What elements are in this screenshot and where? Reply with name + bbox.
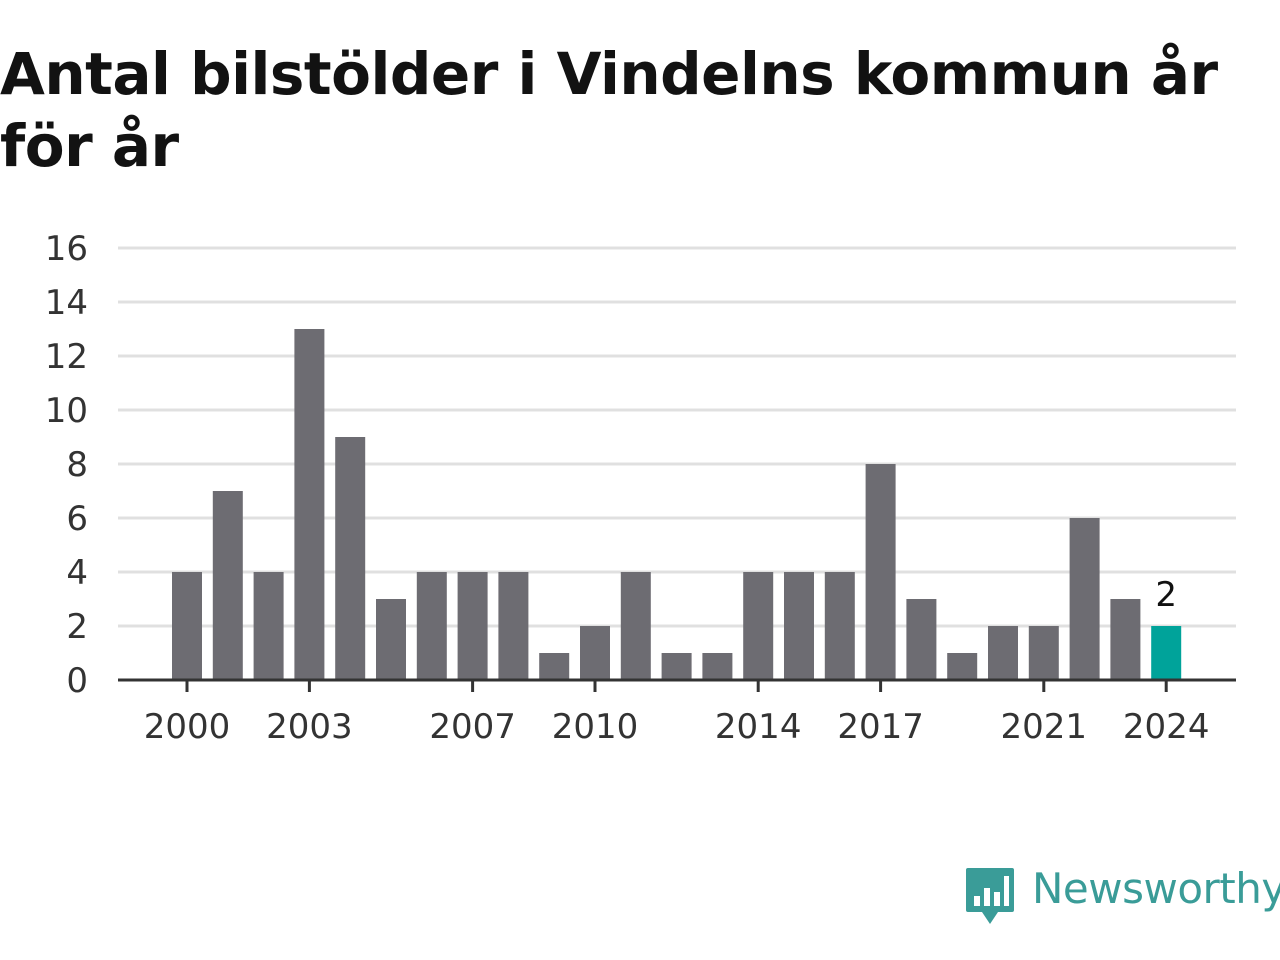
x-tick-label: 2003 [266,707,353,747]
bar-2016 [824,572,855,680]
brand-footer: Newsworthy [964,864,1280,928]
bar-2021 [1028,626,1059,680]
y-tick-label: 2 [66,607,88,647]
bar-2000 [172,572,202,680]
y-tick-label: 6 [66,499,88,539]
bar-2009 [539,653,570,680]
bar-2002 [253,572,284,680]
bar-2013 [702,653,733,680]
bar-2001 [212,491,243,680]
bar-2024 [1151,626,1182,680]
x-axis [118,678,1236,692]
bar-2004 [335,437,366,680]
x-tick-label: 2017 [837,707,924,747]
y-tick-label: 12 [45,337,88,377]
x-tick-label: 2021 [1001,707,1088,747]
bars [172,329,1182,680]
bar-2006 [416,572,447,680]
bar-2011 [620,572,651,680]
y-tick-label: 10 [45,391,88,431]
bar-2017 [865,464,896,680]
x-tick-label: 2007 [429,707,516,747]
bar-2003 [294,329,325,680]
bar-2014 [743,572,774,680]
value-label-2024: 2 [1155,575,1177,615]
y-axis-tick-labels: 0 2 4 6 8 10 12 14 16 [45,229,88,701]
bar-2023 [1110,599,1141,680]
x-tick-label: 2024 [1123,707,1210,747]
bar-2012 [661,653,692,680]
bar-chart-speech-bubble-icon [966,868,1014,924]
gridlines [118,246,1236,628]
x-tick-label: 2000 [144,707,231,747]
bar-2007 [457,572,488,680]
x-axis-tick-labels: 2000 2003 2007 2010 2014 2017 2021 2024 [144,707,1210,747]
bar-2005 [376,599,406,680]
x-tick-label: 2014 [715,707,802,747]
y-tick-label: 16 [45,229,88,269]
bar-2008 [498,572,529,680]
bar-2010 [580,626,610,680]
y-tick-label: 14 [45,283,88,323]
chart-title: Antal bilstölder i Vindelns kommun år fö… [0,40,1218,180]
bar-2018 [906,599,937,680]
y-tick-label: 0 [66,661,88,701]
brand-name: Newsworthy [1032,864,1280,913]
y-tick-label: 4 [66,553,88,593]
x-tick-label: 2010 [552,707,639,747]
bar-2020 [988,626,1018,680]
value-labels: 2 [1155,575,1177,615]
bar-2015 [784,572,814,680]
bar-2019 [947,653,978,680]
y-tick-label: 8 [66,445,88,485]
bar-2022 [1069,518,1100,680]
